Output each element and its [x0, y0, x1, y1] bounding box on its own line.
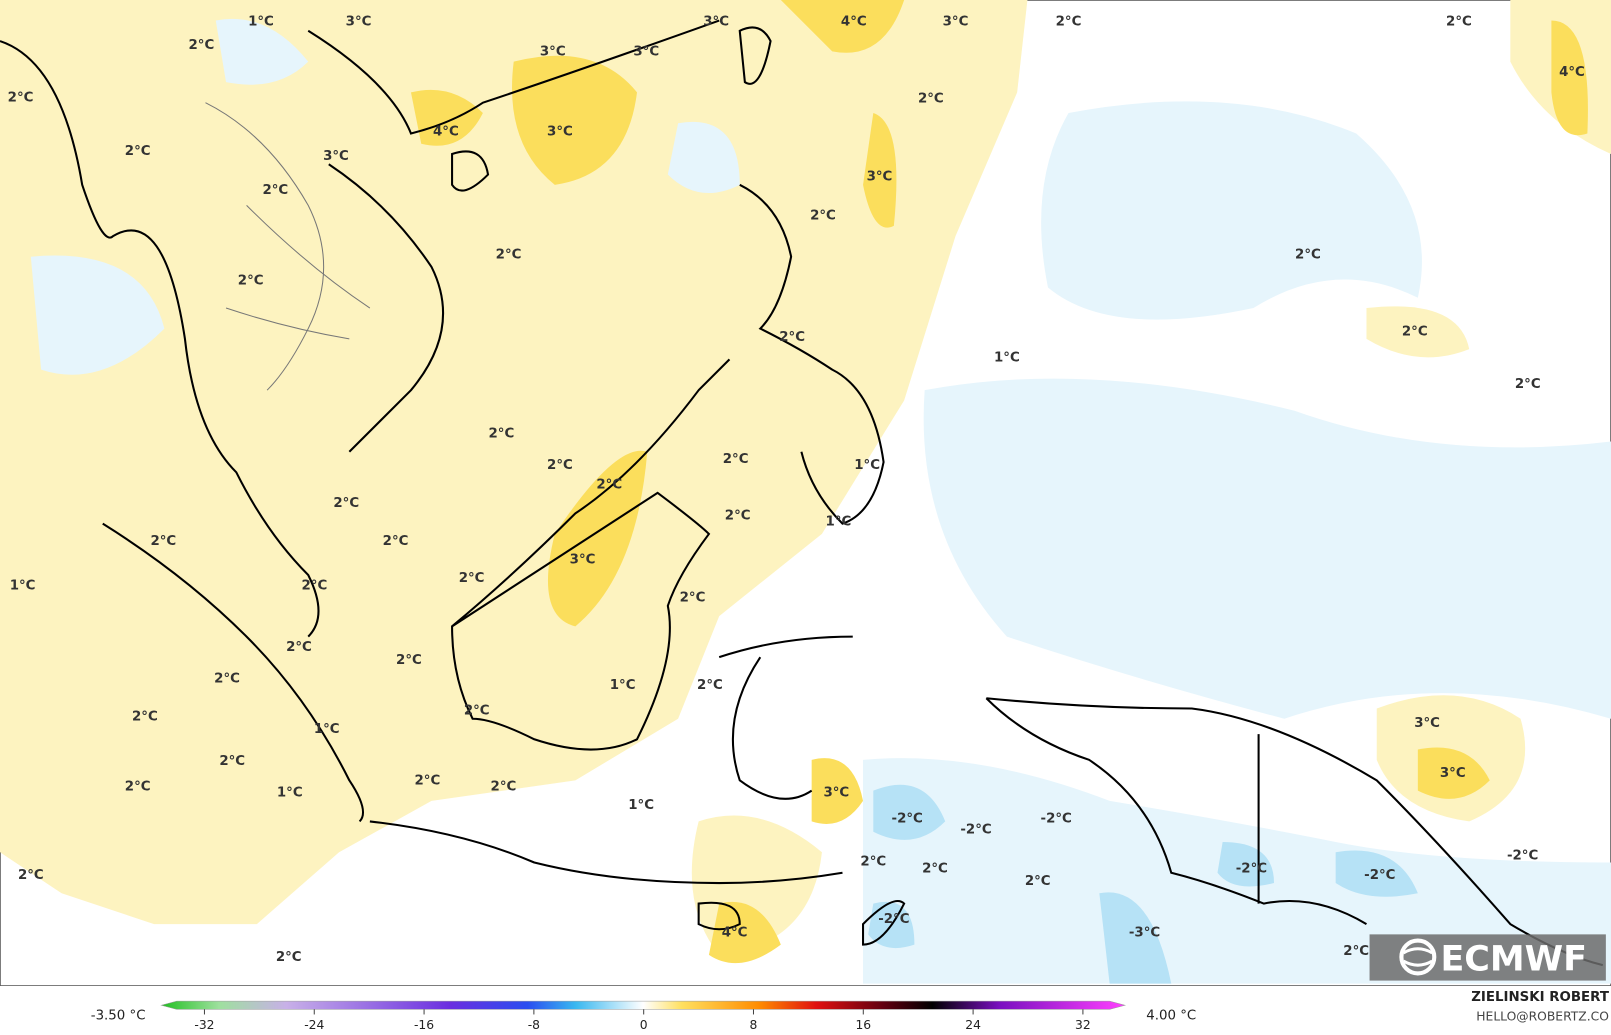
contour-label: 1°C	[610, 678, 636, 693]
contour-label: -2°C	[1507, 848, 1538, 863]
colorbar-tick-label: 0	[640, 1018, 648, 1032]
legend-min: -3.50 °C	[91, 1009, 146, 1024]
contour-label: 2°C	[779, 330, 805, 345]
contour-label: 1°C	[10, 578, 36, 593]
contour-label: 2°C	[1515, 377, 1541, 392]
contour-label: 2°C	[459, 571, 485, 586]
colorbar-tick-label: 32	[1075, 1018, 1091, 1032]
contour-labels: 1°C 3°C 3°C 4°C 3°C 2°C 2°C 2°C 3°C 3°C 4°C 2°C 2°C 4…	[8, 15, 1585, 965]
contour-label: 2°C	[725, 508, 751, 523]
contour-label: -2°C	[1236, 862, 1267, 877]
colorbar-tick-label: 24	[965, 1018, 981, 1032]
contour-label: 2°C	[596, 478, 622, 493]
legend-max: 4.00 °C	[1146, 1009, 1196, 1024]
contour-label: 2°C	[262, 183, 288, 198]
contour-label: 2°C	[1446, 15, 1472, 30]
colorbar	[160, 1000, 1127, 1010]
strong-cool-areas	[868, 784, 1418, 984]
contour-label: 2°C	[491, 780, 517, 795]
contour-label: 3°C	[1414, 716, 1440, 731]
contour-label: -2°C	[1364, 868, 1395, 883]
legend-area	[0, 985, 1611, 1035]
contour-label: 4°C	[841, 15, 867, 30]
contour-label: 2°C	[697, 678, 723, 693]
contour-label: 1°C	[994, 350, 1020, 365]
contour-label: 2°C	[415, 773, 441, 788]
colorbar-ticks: -32 -24 -16 -8 0 8 16 24 32	[194, 1009, 1091, 1032]
author-email: HELLO@ROBERTZ.CO	[1476, 1010, 1609, 1024]
contour-label: -2°C	[892, 811, 923, 826]
contour-label: 2°C	[333, 496, 359, 511]
contour-label: 2°C	[219, 754, 245, 769]
contour-label: 3°C	[346, 15, 372, 30]
contour-label: 2°C	[1025, 874, 1051, 889]
contour-label: 2°C	[1295, 248, 1321, 263]
colorbar-tick-label: -8	[528, 1018, 540, 1032]
contour-label: 2°C	[150, 534, 176, 549]
contour-label: 3°C	[703, 15, 729, 30]
contour-label: 4°C	[722, 925, 748, 940]
contour-label: 2°C	[214, 672, 240, 687]
contour-label: -2°C	[960, 823, 991, 838]
contour-label: 2°C	[723, 452, 749, 467]
contour-label: 2°C	[188, 38, 214, 53]
colorbar-tick-label: 8	[750, 1018, 758, 1032]
contour-label: 2°C	[18, 868, 44, 883]
contour-label: 1°C	[248, 15, 274, 30]
contour-label: 3°C	[1440, 766, 1466, 781]
colorbar-tick-label: 16	[855, 1018, 871, 1032]
contour-label: 2°C	[132, 710, 158, 725]
contour-label: 4°C	[433, 124, 459, 139]
contour-label: 1°C	[825, 515, 851, 530]
contour-label: -2°C	[878, 912, 909, 927]
colorbar-tick-label: -32	[194, 1018, 214, 1032]
contour-label: -2°C	[1041, 811, 1072, 826]
contour-label: 1°C	[628, 798, 654, 813]
contour-label: 3°C	[547, 124, 573, 139]
contour-label: 2°C	[860, 854, 886, 869]
logo-text: ECMWF	[1440, 939, 1587, 979]
contour-label: 2°C	[383, 534, 409, 549]
contour-label: 2°C	[125, 144, 151, 159]
contour-label: 2°C	[8, 91, 34, 106]
contour-label: 1°C	[314, 722, 340, 737]
contour-label: 3°C	[540, 44, 566, 59]
contour-label: 4°C	[1559, 65, 1585, 80]
contour-label: 2°C	[547, 458, 573, 473]
colorbar-tick-label: -16	[414, 1018, 434, 1032]
contour-label: -3°C	[1129, 925, 1160, 940]
coastlines	[0, 19, 1604, 967]
contour-label: 3°C	[943, 15, 969, 30]
contour-label: 2°C	[464, 704, 490, 719]
contour-label: 3°C	[823, 786, 849, 801]
contour-label: 2°C	[396, 653, 422, 668]
contour-label: 2°C	[680, 591, 706, 606]
contour-label: 2°C	[302, 578, 328, 593]
contour-label: 2°C	[125, 780, 151, 795]
contour-label: 3°C	[323, 149, 349, 164]
contour-label: 2°C	[922, 862, 948, 877]
ecmwf-logo: ECMWF	[1369, 934, 1606, 981]
contour-label: 3°C	[570, 553, 596, 568]
contour-label: 2°C	[286, 640, 312, 655]
contour-label: 2°C	[276, 950, 302, 965]
strong-warm-areas	[410, 0, 1588, 964]
contour-label: 3°C	[633, 44, 659, 59]
contour-label: 2°C	[238, 273, 264, 288]
contour-label: 2°C	[1056, 15, 1082, 30]
contour-label: 2°C	[496, 248, 522, 263]
contour-label: 3°C	[867, 170, 893, 185]
colorbar-tick-label: -24	[304, 1018, 324, 1032]
contour-label: 1°C	[277, 786, 303, 801]
contour-label: 2°C	[1343, 944, 1369, 959]
contour-label: 2°C	[918, 92, 944, 107]
contour-label: 2°C	[489, 426, 515, 441]
contour-label: 1°C	[854, 458, 880, 473]
author-name: ZIELINSKI ROBERT	[1471, 990, 1610, 1005]
contour-label: 2°C	[810, 209, 836, 224]
borders	[205, 102, 371, 391]
contour-label: 2°C	[1402, 325, 1428, 340]
